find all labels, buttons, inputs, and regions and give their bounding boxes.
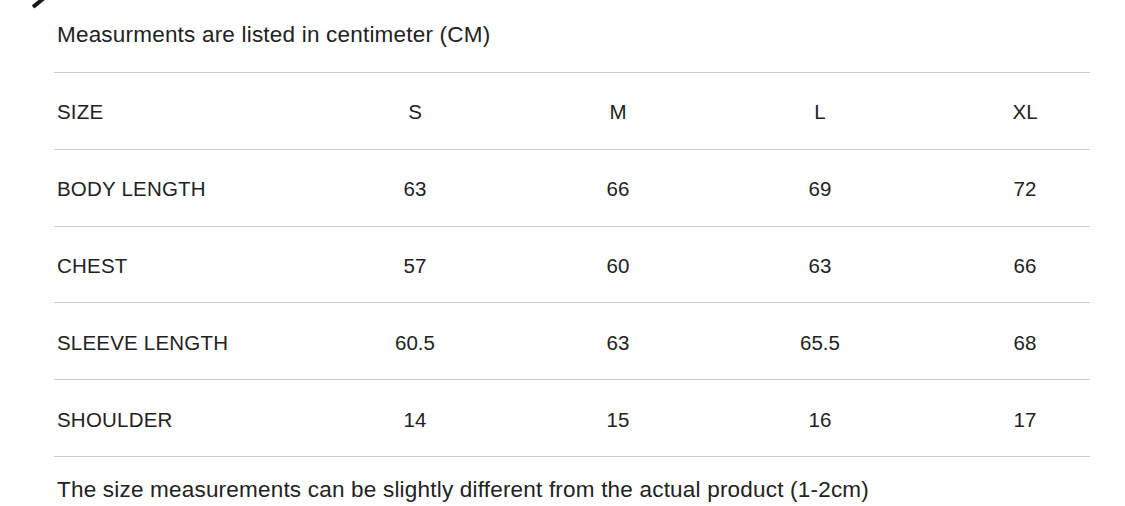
cell-value: 66 <box>607 177 630 201</box>
table-row-shoulder: SHOULDER 14 15 16 17 <box>54 380 1090 457</box>
cell-value: 17 <box>1014 408 1037 432</box>
column-header-xl: XL <box>1012 100 1037 124</box>
cell-value: 68 <box>1014 331 1037 355</box>
cell-value: 63 <box>607 331 630 355</box>
column-header-l: L <box>814 100 825 124</box>
row-label: SLEEVE LENGTH <box>57 331 228 355</box>
cell-value: 66 <box>1014 254 1037 278</box>
column-header-m: M <box>609 100 626 124</box>
row-label: CHEST <box>57 254 127 278</box>
row-label: SHOULDER <box>57 408 173 432</box>
cell-value: 72 <box>1014 177 1037 201</box>
cell-value: 63 <box>809 254 832 278</box>
table-header-row: SIZE S M L XL <box>54 73 1090 150</box>
cell-value: 60.5 <box>395 331 435 355</box>
cell-value: 57 <box>404 254 427 278</box>
crop-artifact-mark <box>32 0 46 8</box>
measurement-unit-note: Measurments are listed in centimeter (CM… <box>57 22 490 48</box>
column-header-size: SIZE <box>57 100 103 124</box>
size-chart-table: SIZE S M L XL BODY LENGTH 63 66 69 72 CH… <box>54 72 1090 457</box>
table-row-sleeve-length: SLEEVE LENGTH 60.5 63 65.5 68 <box>54 303 1090 380</box>
cell-value: 14 <box>404 408 427 432</box>
cell-value: 60 <box>607 254 630 278</box>
row-label: BODY LENGTH <box>57 177 206 201</box>
table-row-chest: CHEST 57 60 63 66 <box>54 227 1090 304</box>
cell-value: 16 <box>809 408 832 432</box>
cell-value: 15 <box>607 408 630 432</box>
tolerance-note: The size measurements can be slightly di… <box>57 477 869 503</box>
cell-value: 69 <box>809 177 832 201</box>
column-header-s: S <box>408 100 422 124</box>
cell-value: 65.5 <box>800 331 840 355</box>
cell-value: 63 <box>404 177 427 201</box>
table-row-body-length: BODY LENGTH 63 66 69 72 <box>54 150 1090 227</box>
